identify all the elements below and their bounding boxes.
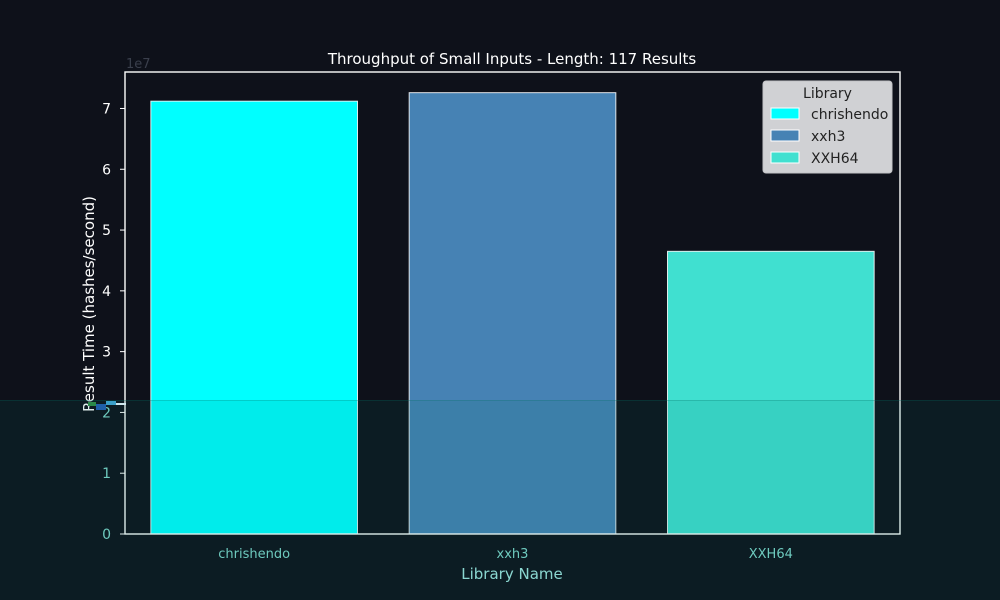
legend-title: Library <box>803 86 852 102</box>
chart-title: Throughput of Small Inputs - Length: 117… <box>327 50 696 68</box>
y-tick-label: 2 <box>102 405 111 421</box>
y-tick-label: 5 <box>102 223 111 239</box>
x-axis-label: Library Name <box>461 565 562 583</box>
axes-frame <box>124 71 901 535</box>
y-tick-label: 0 <box>102 527 111 543</box>
y-axis-label: Result Time (hashes/second) <box>80 196 98 412</box>
legend-swatch <box>770 151 800 164</box>
bars-layer <box>150 92 875 535</box>
legend-entry: XXH64 <box>811 151 859 167</box>
tint-edge <box>0 400 1000 401</box>
legend-entry: chrishendo <box>811 107 888 123</box>
bar-chrishendo <box>150 100 358 535</box>
legend-swatch <box>770 129 800 142</box>
x-tick-label: chrishendo <box>218 547 290 562</box>
legend-entry: xxh3 <box>811 129 845 145</box>
y-tick-label: 3 <box>102 345 111 361</box>
y-tick-label: 7 <box>102 101 111 117</box>
bar-xxh3 <box>408 92 617 535</box>
y-tick-label: 1 <box>102 466 111 482</box>
rendering-glitch <box>88 400 128 414</box>
y-axis-offset-label: 1e7 <box>126 57 151 72</box>
legend: Library chrishendo xxh3 XXH64 <box>762 80 893 174</box>
y-tick-label: 4 <box>102 284 111 300</box>
legend-box <box>762 80 893 174</box>
x-tick-label: xxh3 <box>497 547 529 562</box>
axes-layer: chrishendo xxh3 XXH64 0 1 2 3 4 5 6 7 <box>102 71 901 562</box>
bar-xxh64 <box>667 250 875 535</box>
x-tick-label: XXH64 <box>749 547 793 562</box>
legend-swatch <box>770 107 800 120</box>
y-tick-label: 6 <box>102 162 111 178</box>
